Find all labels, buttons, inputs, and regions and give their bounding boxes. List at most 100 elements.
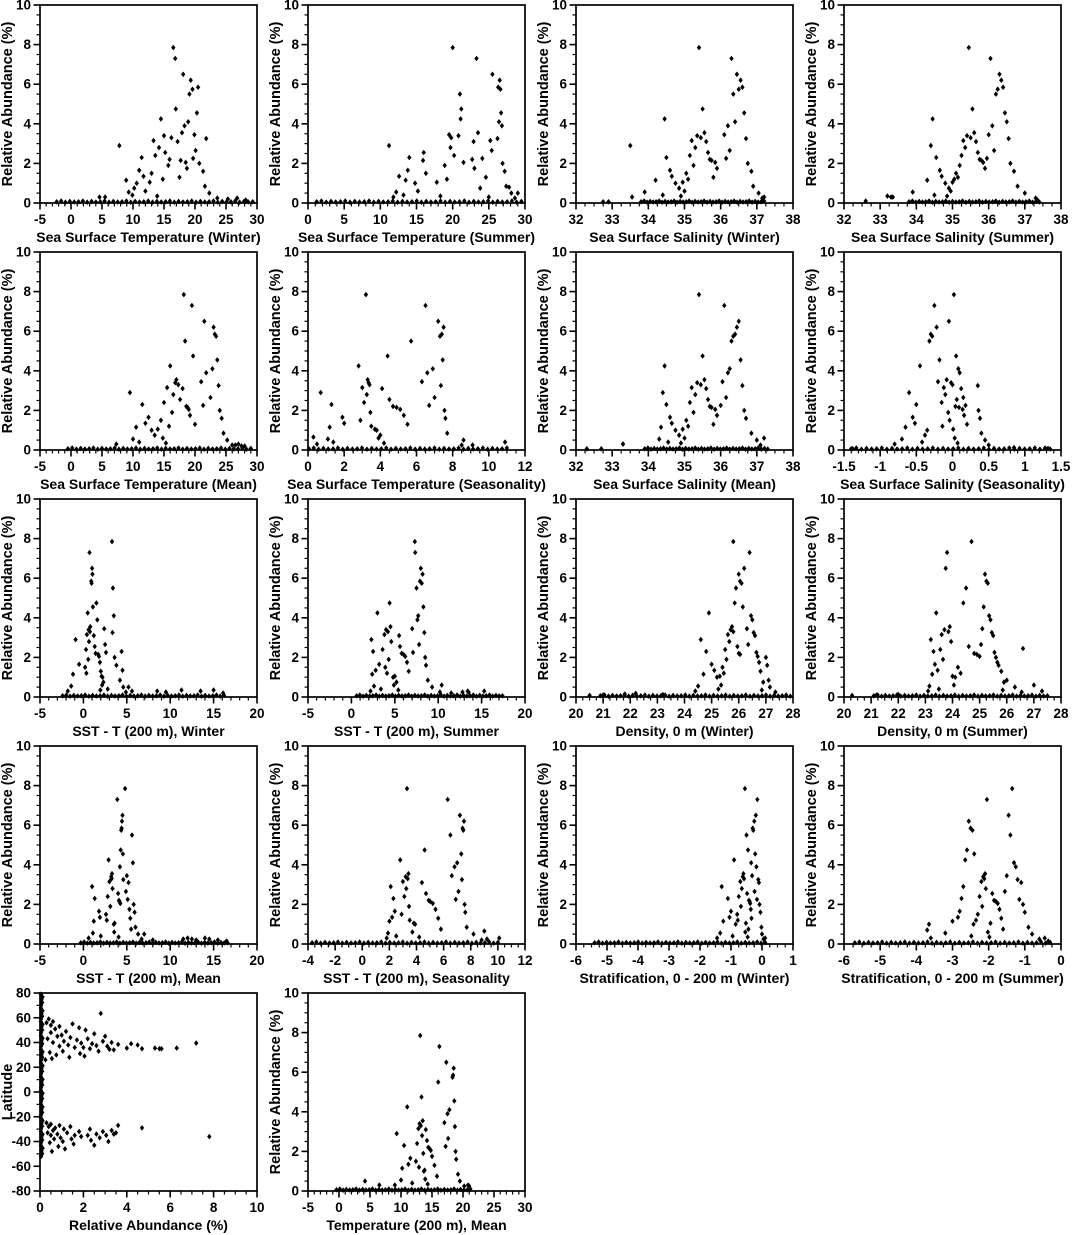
data-point-marker bbox=[930, 671, 935, 677]
data-point-marker bbox=[106, 199, 112, 205]
y-axis-label: Relative Abundance (%) bbox=[268, 269, 284, 434]
data-point-marker bbox=[439, 940, 444, 946]
data-point-marker bbox=[84, 631, 90, 638]
data-point-marker bbox=[419, 1186, 424, 1192]
data-point-marker bbox=[180, 693, 185, 699]
data-point-marker bbox=[436, 915, 441, 922]
data-point-marker bbox=[180, 199, 186, 205]
data-point-marker bbox=[961, 600, 966, 606]
data-point-marker bbox=[179, 687, 184, 693]
data-point-marker bbox=[458, 693, 463, 699]
plot-sss-mean: 32 33 34 35 36 37 38 0 2 4 6 8 10 Sea Surface Salinit… bbox=[536, 245, 804, 494]
data-point-marker bbox=[754, 437, 759, 443]
data-point-marker bbox=[653, 177, 658, 183]
data-point-marker bbox=[190, 155, 196, 162]
plot-sss-seasonality: -1.5 -1 -0.5 0 0.5 1 1.5 0 2 4 6 8 10 Sea Surface Sal… bbox=[804, 245, 1072, 494]
data-point-marker bbox=[429, 1153, 435, 1160]
data-point-marker bbox=[906, 389, 912, 396]
data-point-marker bbox=[40, 1104, 45, 1110]
data-point-marker bbox=[124, 693, 129, 699]
data-point-marker bbox=[500, 199, 505, 205]
data-point-marker bbox=[942, 626, 947, 633]
data-point-marker bbox=[947, 199, 952, 205]
data-point-marker bbox=[466, 199, 472, 205]
x-tick-label: 0 bbox=[358, 953, 366, 968]
x-tick-label: 10 bbox=[125, 459, 140, 474]
data-point-marker bbox=[96, 1048, 101, 1054]
data-point-marker bbox=[440, 357, 445, 363]
y-tick-label: 60 bbox=[16, 1010, 31, 1025]
data-point-marker bbox=[370, 940, 375, 946]
data-point-marker bbox=[394, 404, 399, 411]
data-point-marker bbox=[724, 656, 729, 663]
data-point-marker bbox=[235, 446, 241, 452]
data-point-marker bbox=[368, 409, 373, 416]
data-point-marker bbox=[870, 940, 876, 946]
y-tick-label: 2 bbox=[23, 897, 31, 912]
data-point-marker bbox=[87, 1045, 93, 1052]
data-point-marker bbox=[982, 571, 988, 577]
data-point-marker bbox=[1006, 135, 1011, 142]
data-point-marker bbox=[204, 135, 209, 142]
data-point-marker bbox=[997, 906, 1002, 913]
data-point-marker bbox=[932, 661, 938, 668]
data-point-marker bbox=[651, 940, 657, 946]
data-point-marker bbox=[459, 442, 464, 448]
data-point-marker bbox=[90, 604, 96, 610]
data-point-marker bbox=[907, 940, 912, 946]
x-tick-label: 6 bbox=[413, 459, 421, 474]
data-point-marker bbox=[86, 935, 91, 941]
y-tick-label: 10 bbox=[284, 739, 299, 754]
y-tick-label: 0 bbox=[559, 690, 567, 705]
data-point-marker bbox=[160, 435, 165, 441]
data-point-marker bbox=[85, 1132, 90, 1139]
data-point-marker bbox=[224, 199, 229, 205]
data-point-marker bbox=[658, 693, 664, 699]
data-point-marker bbox=[914, 401, 919, 408]
data-point-marker bbox=[948, 693, 954, 699]
data-point-marker bbox=[329, 401, 334, 408]
data-point-marker bbox=[964, 421, 970, 428]
data-point-marker bbox=[452, 1098, 457, 1104]
y-tick-label: -40 bbox=[11, 1134, 31, 1149]
data-point-marker bbox=[374, 446, 379, 452]
y-tick-label: 6 bbox=[23, 571, 31, 586]
data-point-marker bbox=[406, 692, 411, 698]
x-tick-label: -5 bbox=[34, 459, 46, 474]
data-point-marker bbox=[442, 1186, 447, 1193]
data-point-marker bbox=[167, 156, 172, 163]
data-point-marker bbox=[163, 440, 169, 446]
data-point-marker bbox=[389, 1187, 395, 1193]
data-point-marker bbox=[86, 638, 92, 645]
data-point-marker bbox=[364, 391, 369, 398]
y-tick-label: 8 bbox=[291, 1025, 299, 1040]
data-point-marker bbox=[78, 940, 83, 946]
data-point-marker bbox=[1019, 879, 1024, 886]
data-point-marker bbox=[662, 116, 667, 122]
x-tick-label: 0 bbox=[80, 706, 88, 721]
data-point-marker bbox=[168, 363, 173, 369]
plot-sss-summer: 32 33 34 35 36 37 38 0 2 4 6 8 10 Sea Surface Salinit… bbox=[804, 0, 1072, 247]
y-tick-label: 10 bbox=[16, 492, 31, 507]
y-axis-label: Relative Abundance (%) bbox=[804, 516, 820, 681]
data-point-marker bbox=[453, 896, 458, 903]
data-point-marker bbox=[752, 818, 757, 824]
data-point-marker bbox=[941, 384, 946, 391]
data-point-marker bbox=[53, 1026, 58, 1032]
data-point-marker bbox=[913, 199, 918, 205]
data-point-marker bbox=[415, 188, 421, 194]
data-point-marker bbox=[380, 1187, 385, 1193]
data-point-marker bbox=[99, 445, 105, 452]
data-point-marker bbox=[498, 86, 503, 92]
x-axis-label: SST - T (200 m), Winter bbox=[72, 723, 225, 739]
data-point-marker bbox=[184, 445, 190, 452]
data-point-marker bbox=[452, 1123, 458, 1130]
data-point-marker bbox=[1020, 940, 1026, 946]
data-point-marker bbox=[363, 1187, 369, 1193]
data-point-marker bbox=[725, 895, 731, 902]
data-point-marker bbox=[738, 903, 744, 910]
data-point-marker bbox=[935, 378, 941, 385]
y-axis-label: Relative Abundance (%) bbox=[536, 22, 552, 187]
